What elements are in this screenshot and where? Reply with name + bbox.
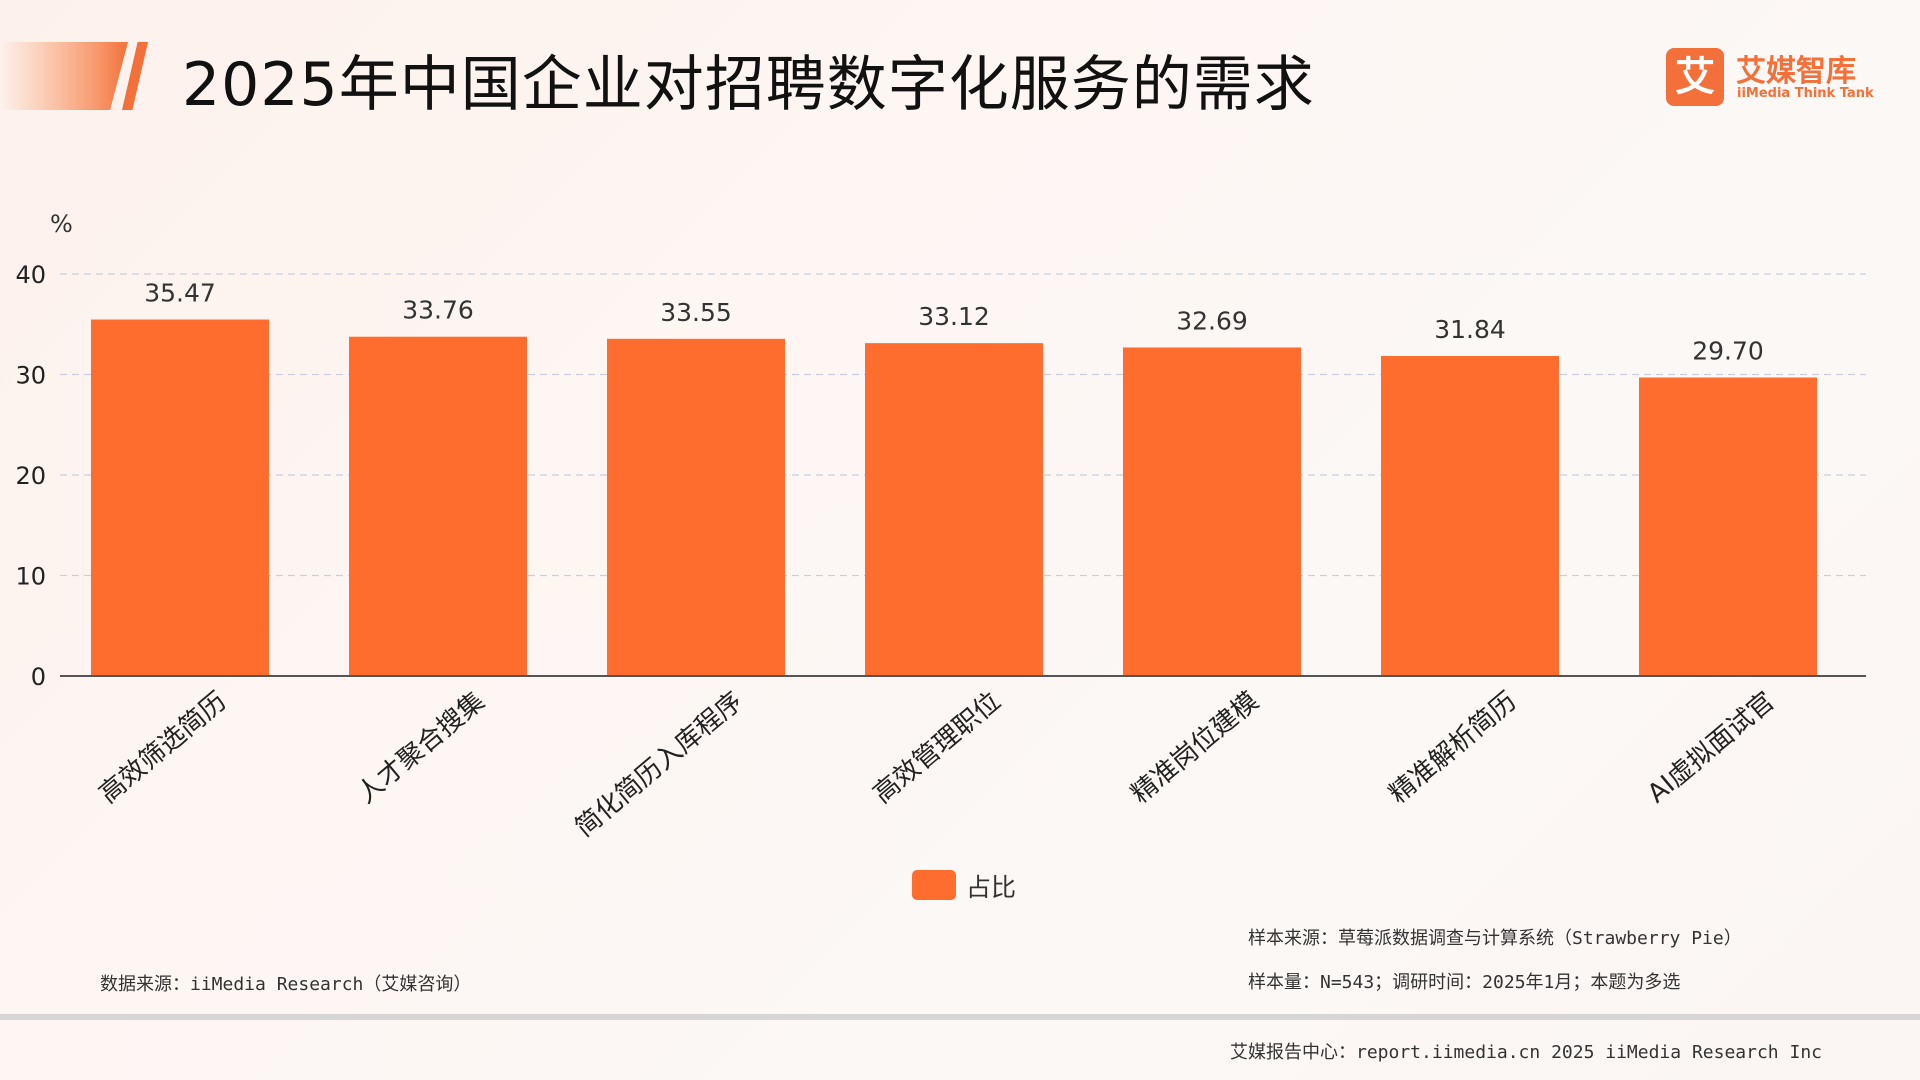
data-label: 32.69 bbox=[1176, 306, 1248, 335]
data-label: 31.84 bbox=[1434, 315, 1506, 344]
y-tick-label: 0 bbox=[31, 663, 46, 691]
bar bbox=[1381, 356, 1559, 676]
y-tick-label: 40 bbox=[15, 261, 46, 289]
y-tick-label: 10 bbox=[15, 563, 46, 591]
bar bbox=[349, 336, 527, 676]
brand-logo-subtitle: iiMedia Think Tank bbox=[1737, 86, 1874, 101]
bar bbox=[607, 338, 785, 676]
data-label: 35.47 bbox=[144, 279, 216, 308]
sample-source-note: 样本来源：草莓派数据调查与计算系统（Strawberry Pie） bbox=[1248, 928, 1742, 949]
x-tick-label: 人才聚合搜集 bbox=[352, 686, 491, 809]
x-tick-label: 精准岗位建模 bbox=[1126, 686, 1265, 809]
footer-divider bbox=[0, 1014, 1920, 1020]
brand-logo: 艾 艾媒智库 iiMedia Think Tank bbox=[1666, 48, 1874, 108]
data-label: 33.76 bbox=[402, 296, 474, 325]
data-label: 29.70 bbox=[1692, 337, 1764, 366]
y-tick-label: 20 bbox=[15, 462, 46, 490]
footer-text: 艾媒报告中心：report.iimedia.cn 2025 iiMedia Re… bbox=[1230, 1042, 1822, 1063]
data-source-note: 数据来源：iiMedia Research（艾媒咨询） bbox=[100, 974, 472, 995]
bar bbox=[865, 343, 1043, 676]
x-tick-label: 高效管理职位 bbox=[868, 686, 1007, 809]
data-label: 33.12 bbox=[918, 302, 990, 331]
y-tick-label: 30 bbox=[15, 362, 46, 390]
data-label: 33.55 bbox=[660, 298, 732, 327]
brand-logo-name: 艾媒智库 bbox=[1736, 54, 1856, 89]
legend-label: 占比 bbox=[966, 873, 1017, 902]
bar bbox=[1123, 347, 1301, 676]
brand-logo-icon: 艾 bbox=[1666, 48, 1724, 106]
x-tick-label: 高效筛选简历 bbox=[94, 686, 233, 809]
x-tick-label: 精准解析简历 bbox=[1384, 686, 1523, 809]
x-tick-label: 简化简历入库程序 bbox=[570, 686, 749, 843]
legend-swatch bbox=[912, 870, 956, 900]
title-accent-band bbox=[0, 42, 128, 110]
page-title: 2025年中国企业对招聘数字化服务的需求 bbox=[182, 50, 1315, 120]
y-axis-unit-label: % bbox=[50, 210, 73, 238]
x-tick-label: AI虚拟面试官 bbox=[1642, 686, 1780, 809]
sample-size-note: 样本量：N=543；调研时间：2025年1月；本题为多选 bbox=[1248, 972, 1681, 993]
bar bbox=[1639, 377, 1817, 676]
bar bbox=[91, 319, 269, 676]
